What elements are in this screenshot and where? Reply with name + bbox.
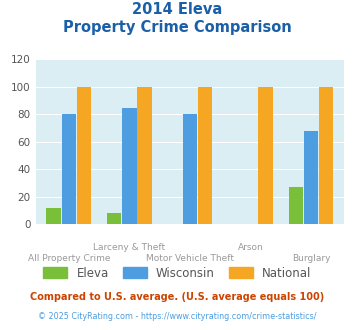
Bar bbox=[137, 87, 152, 224]
Bar bbox=[183, 115, 197, 224]
Bar bbox=[47, 208, 61, 224]
Bar bbox=[289, 187, 303, 224]
Bar bbox=[304, 131, 318, 224]
Bar bbox=[258, 87, 273, 224]
Text: Larceny & Theft: Larceny & Theft bbox=[93, 243, 165, 251]
Bar bbox=[61, 115, 76, 224]
Text: All Property Crime: All Property Crime bbox=[28, 254, 110, 263]
Bar bbox=[319, 87, 333, 224]
Text: Compared to U.S. average. (U.S. average equals 100): Compared to U.S. average. (U.S. average … bbox=[31, 292, 324, 302]
Text: © 2025 CityRating.com - https://www.cityrating.com/crime-statistics/: © 2025 CityRating.com - https://www.city… bbox=[38, 312, 317, 321]
Legend: Eleva, Wisconsin, National: Eleva, Wisconsin, National bbox=[40, 263, 315, 283]
Text: Arson: Arson bbox=[237, 243, 263, 251]
Text: Burglary: Burglary bbox=[292, 254, 330, 263]
Text: Property Crime Comparison: Property Crime Comparison bbox=[63, 20, 292, 35]
Bar bbox=[77, 87, 91, 224]
Bar bbox=[122, 108, 137, 224]
Text: Motor Vehicle Theft: Motor Vehicle Theft bbox=[146, 254, 234, 263]
Bar bbox=[107, 214, 121, 224]
Bar bbox=[198, 87, 212, 224]
Text: 2014 Eleva: 2014 Eleva bbox=[132, 2, 223, 16]
